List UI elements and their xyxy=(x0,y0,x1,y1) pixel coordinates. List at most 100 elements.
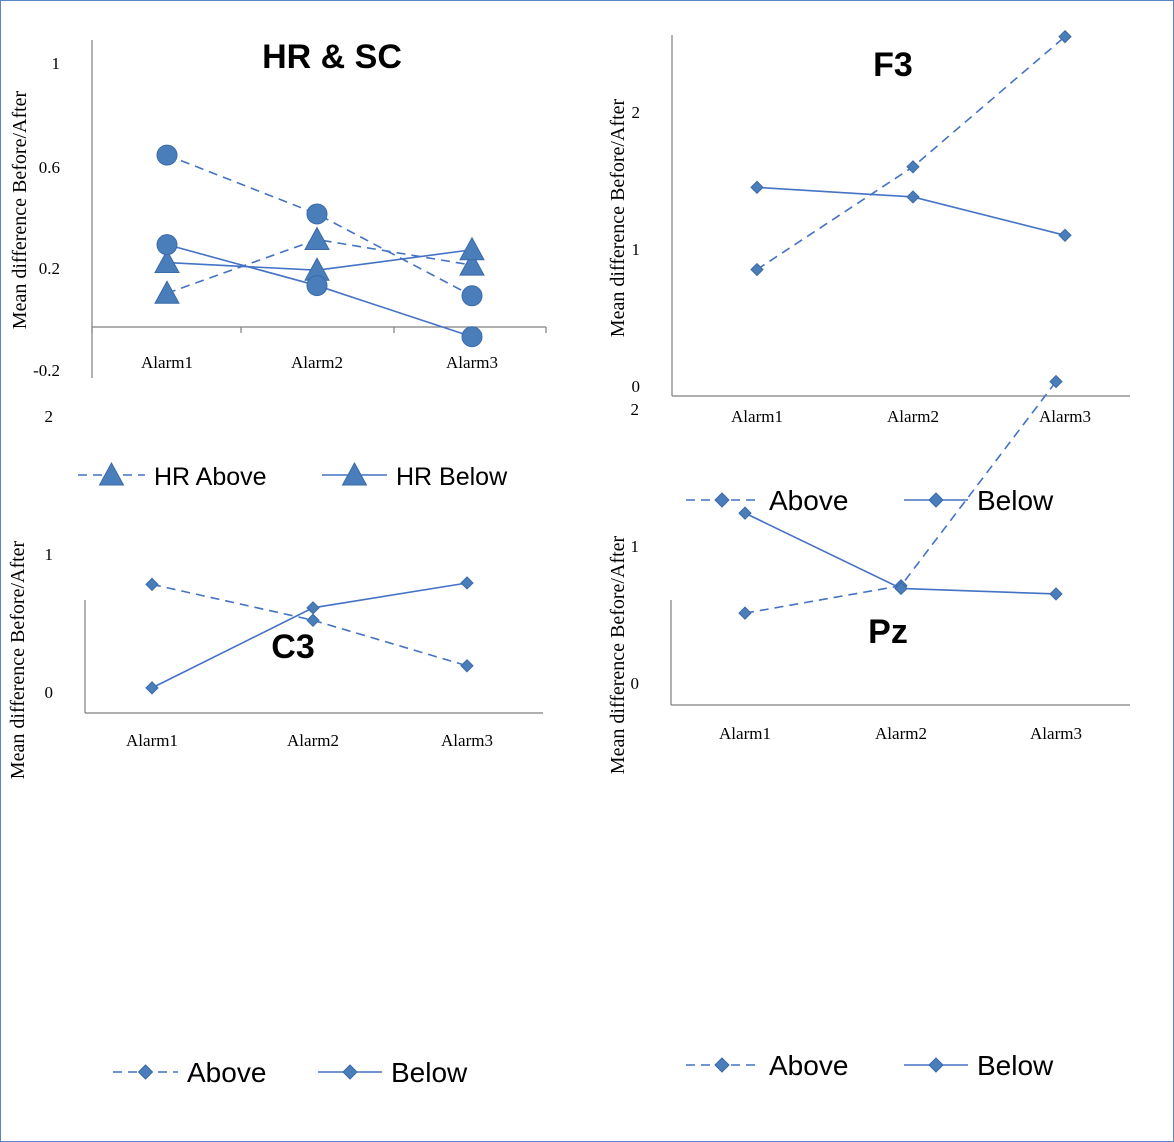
x-tick-label: Alarm2 xyxy=(287,731,339,750)
diamond-marker xyxy=(906,190,920,204)
series-hr-below xyxy=(154,236,485,281)
x-tick-label: Alarm3 xyxy=(1039,407,1091,426)
series-below xyxy=(145,576,474,695)
diamond-marker xyxy=(738,506,752,520)
diamond-marker xyxy=(906,160,920,174)
y-tick-label: 0 xyxy=(632,377,641,396)
chart-title: F3 xyxy=(873,46,913,84)
chart-title: Pz xyxy=(868,613,908,651)
x-tick-label: Alarm3 xyxy=(1030,724,1082,743)
diamond-marker xyxy=(306,613,320,627)
triangle-marker xyxy=(154,249,180,274)
diamond-marker xyxy=(750,180,764,195)
chart-panel-4: 0 1 2 Alarm1 Alarm2 Alarm3 Mean difference Bef… xyxy=(607,374,1130,1081)
chart-title: HR & SC xyxy=(262,38,402,76)
diamond-marker xyxy=(738,606,752,620)
chart-panel-3: 0 1 2 Alarm1 Alarm2 Alarm3 Mean difference Bef… xyxy=(7,407,543,1088)
diamond-marker xyxy=(1049,587,1063,601)
x-tick-label: Alarm1 xyxy=(141,353,193,372)
legend-label: Below xyxy=(977,485,1054,516)
legend-label: Below xyxy=(977,1050,1054,1081)
legend-label: Above xyxy=(187,1057,266,1088)
diamond-marker xyxy=(1058,228,1072,243)
legend-marker xyxy=(714,1057,730,1073)
series-above xyxy=(750,29,1072,277)
x-tick-label: Alarm2 xyxy=(875,724,927,743)
x-tick-label: Alarm1 xyxy=(731,407,783,426)
diamond-marker xyxy=(460,659,474,673)
y-tick-label: 0 xyxy=(45,683,54,702)
series-below xyxy=(750,180,1072,243)
x-tick-label: Alarm3 xyxy=(446,353,498,372)
legend-marker xyxy=(714,492,730,508)
legend-item: Below xyxy=(904,485,1054,516)
diamond-marker xyxy=(306,601,320,615)
y-tick-label: -0.2 xyxy=(33,361,60,380)
series-above xyxy=(145,577,474,673)
legend-label: Above xyxy=(769,1050,848,1081)
series-line xyxy=(151,583,468,667)
circle-marker xyxy=(156,234,178,256)
x-tick-label: Alarm1 xyxy=(719,724,771,743)
legend-marker xyxy=(137,1064,154,1080)
triangle-marker xyxy=(154,280,180,304)
y-axis-label: Mean difference Before/After xyxy=(7,540,29,779)
series-below xyxy=(738,506,1063,601)
triangle-marker xyxy=(459,236,485,261)
legend-marker xyxy=(342,1064,358,1080)
y-tick-label: 1 xyxy=(632,240,641,259)
y-axis-label: Mean difference Before/After xyxy=(607,98,629,337)
diamond-marker xyxy=(750,262,764,277)
legend-item: Above xyxy=(686,485,848,516)
chart-panel-2: 2 1 0 Alarm1 Alarm2 Alarm3 Mean difference Bef… xyxy=(607,29,1130,516)
y-axis-label: Mean difference Before/After xyxy=(607,535,629,774)
series-unlabeled-2 xyxy=(156,144,483,307)
circle-marker xyxy=(461,326,483,348)
legend-marker xyxy=(341,461,368,486)
chart-panel-1: 1 0.6 0.2 -0.2 Alarm1 Alarm2 Alarm3 Mean differ… xyxy=(9,38,547,491)
diamond-marker xyxy=(460,576,474,590)
legend-marker xyxy=(928,1057,944,1073)
y-axis-label: Mean difference Before/After xyxy=(9,90,31,329)
legend-label: Above xyxy=(769,485,848,516)
chart-title: C3 xyxy=(271,628,314,666)
diamond-marker xyxy=(145,577,159,592)
x-tick-label: Alarm3 xyxy=(441,731,493,750)
diamond-marker xyxy=(894,581,908,596)
y-tick-label: 2 xyxy=(45,407,54,426)
legend-item: Above xyxy=(113,1057,266,1088)
x-tick-label: Alarm2 xyxy=(291,353,343,372)
diamond-marker xyxy=(1049,374,1063,389)
x-tick-label: Alarm1 xyxy=(126,731,178,750)
legend-item: HR Above xyxy=(78,461,267,491)
series-hr-above xyxy=(154,226,485,304)
triangle-marker xyxy=(459,252,485,276)
diamond-marker xyxy=(1058,29,1072,44)
circle-marker xyxy=(306,203,328,225)
y-tick-label: 2 xyxy=(632,103,641,122)
y-tick-label: 0.2 xyxy=(39,259,60,278)
y-tick-label: 0.6 xyxy=(39,158,60,177)
y-tick-label: 1 xyxy=(45,545,54,564)
circle-marker xyxy=(306,275,328,297)
legend-label: HR Below xyxy=(396,463,508,491)
legend-marker xyxy=(98,461,125,486)
legend-item: Below xyxy=(904,1050,1054,1081)
legend-label: Below xyxy=(391,1057,468,1088)
y-tick-label: 0 xyxy=(631,674,640,693)
series-line xyxy=(166,154,473,297)
legend-item: Above xyxy=(686,1050,848,1081)
diamond-marker xyxy=(145,681,159,695)
legend-item: HR Below xyxy=(322,461,508,491)
legend-marker xyxy=(928,492,944,508)
y-tick-label: 1 xyxy=(52,54,61,73)
y-tick-label: 2 xyxy=(631,400,640,419)
legend-label: HR Above xyxy=(154,463,267,491)
series-line xyxy=(166,238,473,295)
series-unlabeled-3 xyxy=(156,234,483,348)
legend-item: Below xyxy=(318,1057,468,1088)
y-tick-label: 1 xyxy=(631,537,640,556)
x-tick-label: Alarm2 xyxy=(887,407,939,426)
